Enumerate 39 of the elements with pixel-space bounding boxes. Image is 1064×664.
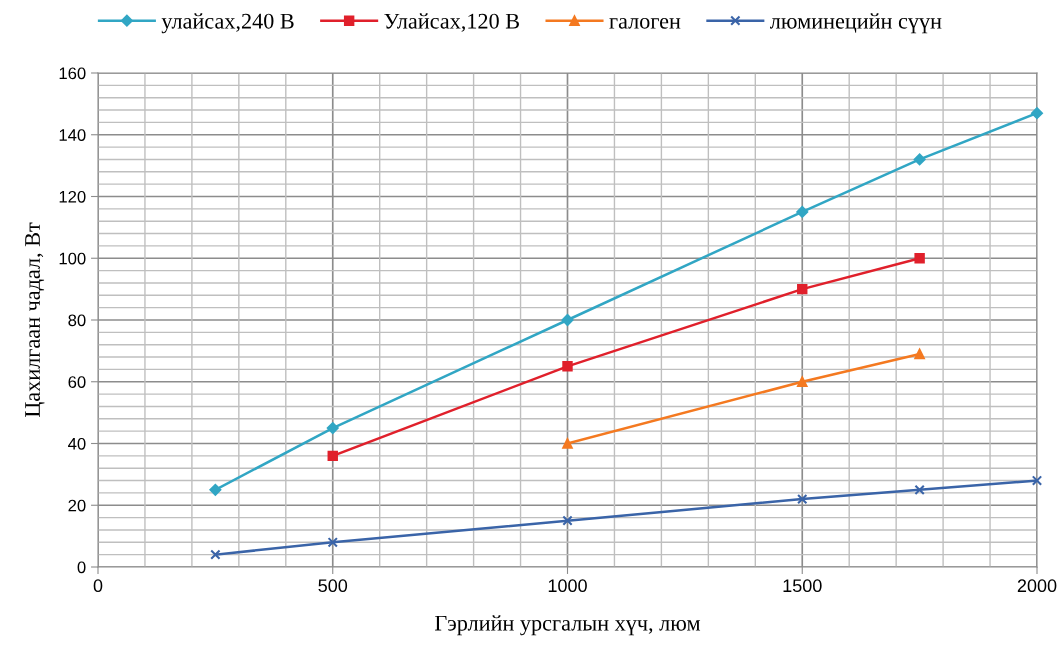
x-tick-label: 0 [93, 579, 103, 593]
point [797, 376, 808, 387]
legend-label: люминецийн сүүн [770, 13, 942, 34]
point [562, 438, 573, 449]
x-tick-label: 1000 [548, 579, 587, 593]
point [797, 493, 808, 505]
y-tick-label: 40 [68, 437, 86, 450]
legend-label: галоген [609, 17, 681, 29]
y-tick-label: 0 [77, 561, 86, 574]
legend-label: улайсах,240 В [161, 13, 294, 34]
point [209, 483, 222, 496]
y-tick-label: 100 [59, 252, 86, 265]
x-tick-label: 2000 [1017, 579, 1057, 593]
point [914, 253, 925, 264]
point [326, 422, 339, 435]
y-tick-label: 60 [68, 376, 86, 388]
y-tick-label: 20 [68, 499, 86, 512]
y-tick-label: 120 [59, 190, 86, 203]
x-axis-title: Гэрлийн урсгалын хүч, люм [435, 615, 701, 636]
point [562, 515, 573, 526]
y-tick-label: 140 [59, 129, 86, 141]
point [914, 484, 925, 496]
point [562, 361, 573, 372]
y-tick-label: 160 [59, 67, 86, 80]
point [561, 314, 574, 326]
x-tick-label: 1500 [783, 579, 822, 593]
point [914, 348, 925, 360]
y-tick-label: 80 [68, 314, 86, 327]
point [797, 283, 808, 295]
point [913, 153, 926, 166]
point [796, 205, 809, 218]
legend-label: Улайсах,120 В [384, 13, 519, 32]
point [1031, 475, 1043, 486]
point [1031, 107, 1043, 120]
x-tick-label: 500 [318, 579, 348, 593]
y-axis-title: Цахилгаан чадал, Вт [25, 222, 45, 418]
point [327, 450, 338, 462]
point [327, 537, 338, 548]
point [210, 549, 221, 560]
